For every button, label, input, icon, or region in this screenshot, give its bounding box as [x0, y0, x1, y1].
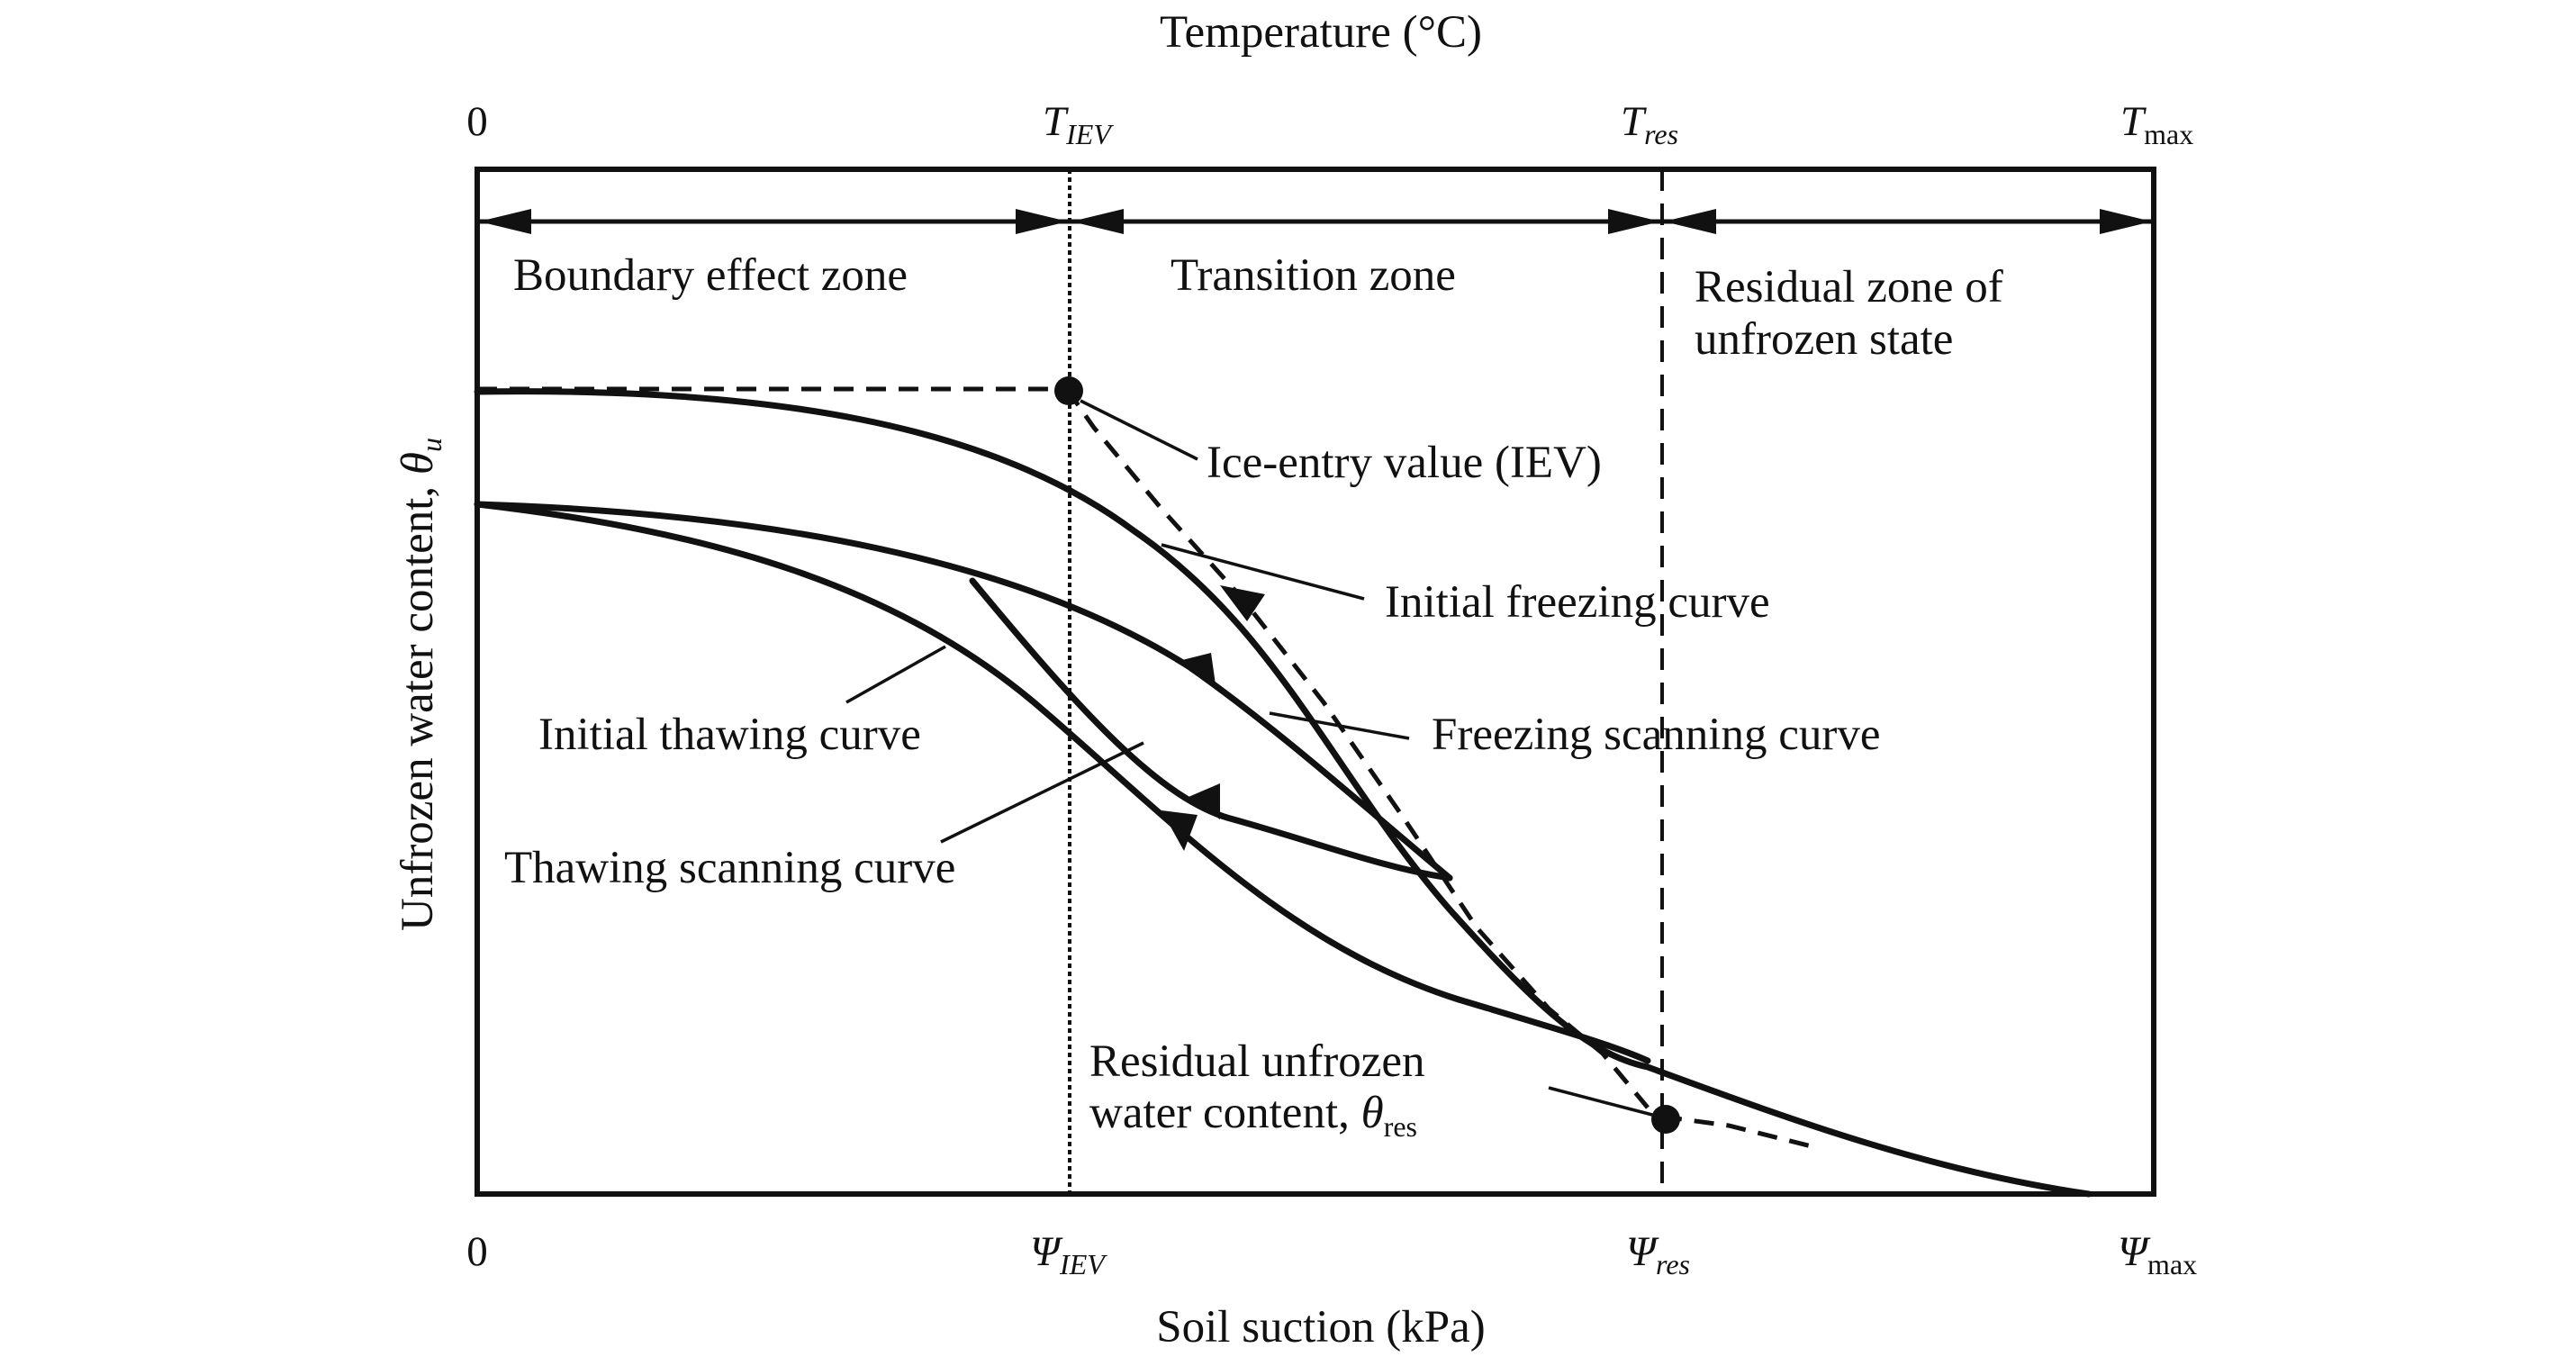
- initial-freezing-label: Initial freezing curve: [1385, 577, 1770, 628]
- residual-zone-label-line1: Residual zone of: [1695, 262, 2003, 312]
- top-axis-title: Temperature (°C): [1160, 7, 1482, 58]
- freezing-scanning-leader: [1269, 711, 1410, 740]
- top-tick-t-iev: TIEV: [1043, 98, 1114, 150]
- iev-label: Ice-entry value (IEV): [1207, 438, 1602, 488]
- freezing-scanning-arrow: [1175, 653, 1216, 684]
- zone-arrowhead-right-end: [2100, 209, 2152, 234]
- residual-label-line1: Residual unfrozen: [1089, 1036, 1424, 1087]
- freezing-scanning-label: Freezing scanning curve: [1432, 710, 1880, 760]
- bottom-axis-title: Soil suction (kPa): [1156, 1302, 1486, 1352]
- residual-zone-label-line2: unfrozen state: [1695, 314, 1953, 365]
- bottom-tick-psi-max: Ψmax: [2118, 1228, 2197, 1280]
- thawing-scanning-arrow: [1189, 783, 1220, 819]
- freezing-scanning-curve: [474, 501, 1453, 882]
- initial-thawing-leader-line: [845, 645, 946, 704]
- initial-freezing-curve: [474, 388, 2092, 1198]
- bottom-tick-psi-res: Ψres: [1626, 1228, 1690, 1280]
- iev-point: [1054, 376, 1083, 405]
- zone-arrowhead-left-start: [479, 209, 531, 234]
- zone-arrowhead-iev-left: [1016, 209, 1068, 234]
- thawing-scanning-leader: [940, 741, 1144, 844]
- zone-arrowhead-res-right: [1664, 209, 1716, 234]
- iev-leader: [1080, 399, 1198, 461]
- freezing-curve-arrow: [1220, 585, 1265, 621]
- thawing-scanning-curve: [969, 577, 1453, 882]
- transition-zone-label: Transition zone: [1170, 250, 1456, 301]
- residual-dash: [1661, 1114, 1820, 1151]
- residual-label-line2: water content, θres: [1089, 1088, 1417, 1143]
- left-axis-title: Unfrozen water content, θu: [393, 438, 447, 931]
- top-tick-t-max: Tmax: [2120, 98, 2193, 150]
- initial-thawing-label: Initial thawing curve: [538, 710, 921, 760]
- thawing-scanning-label: Thawing scanning curve: [504, 843, 955, 893]
- thawing-curve-arrow: [1161, 810, 1198, 851]
- initial-thawing-curve: [474, 501, 1651, 1064]
- zone-arrowhead-iev-right: [1071, 209, 1124, 234]
- zone-arrowhead-res-left: [1608, 209, 1660, 234]
- bottom-tick-zero: 0: [466, 1228, 488, 1275]
- boundary-zone-label: Boundary effect zone: [513, 250, 908, 301]
- residual-point: [1651, 1105, 1680, 1134]
- bottom-tick-psi-iev: ΨIEV: [1030, 1228, 1107, 1280]
- top-tick-t-res: Tres: [1621, 98, 1678, 150]
- initial-freezing-leader: [1161, 543, 1365, 601]
- top-tick-zero: 0: [466, 98, 488, 145]
- plot-frame: [475, 167, 2156, 1197]
- residual-leader: [1548, 1086, 1653, 1117]
